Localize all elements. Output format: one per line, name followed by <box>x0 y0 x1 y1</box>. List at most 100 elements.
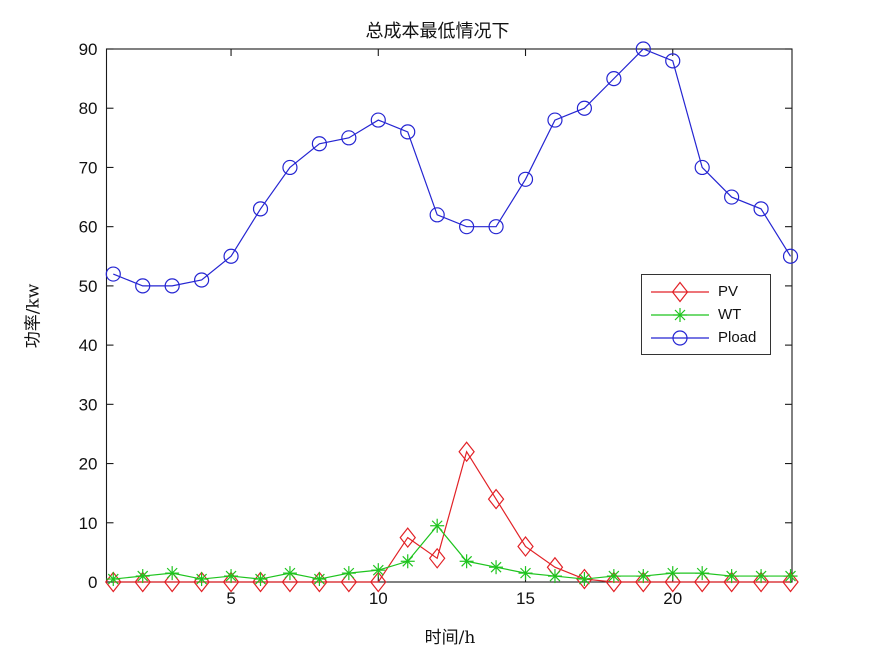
legend-row-pv: PV <box>642 280 770 303</box>
pv-diamond-marker <box>428 547 446 569</box>
pload-circle-marker <box>400 124 416 140</box>
wt-asterisk-marker <box>312 572 327 587</box>
legend-label-pload: Pload <box>718 329 757 346</box>
wt-asterisk-marker <box>194 572 209 587</box>
wt-asterisk-marker <box>724 569 739 584</box>
pv-diamond-marker <box>487 488 505 510</box>
wt-asterisk-marker <box>606 569 621 584</box>
wt-asterisk-marker <box>518 566 533 581</box>
pload-circle-marker <box>341 130 357 146</box>
wt-asterisk-marker <box>165 566 180 581</box>
pload-circle-marker <box>547 112 563 128</box>
wt-asterisk-marker <box>371 563 386 578</box>
pv-diamond-marker <box>340 571 358 593</box>
wt-asterisk-marker <box>695 566 710 581</box>
pload-circle-marker <box>135 278 151 294</box>
chart-title: 总成本最低情况下 <box>365 21 510 42</box>
legend-marker-wt <box>673 307 687 322</box>
pv-diamond-marker <box>370 571 387 593</box>
y-axis-label: 功率/kw <box>23 283 44 349</box>
pload-circle-marker <box>282 159 298 176</box>
legend: PV WT Pload <box>641 274 771 355</box>
wt-asterisk-marker <box>636 569 651 584</box>
x-axis-label: 时间/h <box>424 628 476 648</box>
y-tick-label: 60 <box>79 218 98 237</box>
series-pv <box>105 441 799 593</box>
pv-diamond-marker <box>163 571 181 593</box>
x-tick-label: 5 <box>226 589 235 608</box>
pload-circle-marker <box>665 53 681 69</box>
pload-circle-marker <box>576 100 593 116</box>
pload-circle-marker <box>194 272 210 288</box>
series-line-pload <box>113 48 792 287</box>
wt-asterisk-marker <box>282 566 297 581</box>
legend-label-wt: WT <box>718 306 742 323</box>
y-tick-label: 30 <box>79 395 98 414</box>
series-line-pv <box>113 450 791 583</box>
pv-diamond-marker <box>281 571 299 593</box>
wt-asterisk-marker <box>577 572 592 587</box>
wt-asterisk-marker-sample <box>651 307 709 322</box>
pload-circle-marker <box>370 112 386 128</box>
pload-circle-marker <box>223 248 239 264</box>
y-tick-label: 90 <box>79 40 98 59</box>
pv-diamond-marker <box>134 571 151 593</box>
pv-diamond-marker <box>693 571 711 593</box>
legend-row-wt: WT <box>642 303 770 326</box>
pload-circle-marker <box>635 41 651 57</box>
pload-circle-marker-sample <box>651 329 709 346</box>
series-wt <box>106 518 798 587</box>
y-tick-label: 40 <box>79 336 98 355</box>
wt-asterisk-marker <box>253 572 268 587</box>
pload-circle-marker <box>694 159 710 176</box>
pload-circle-marker <box>782 248 799 264</box>
wt-asterisk-marker <box>400 554 415 569</box>
pv-diamond-marker <box>458 441 475 463</box>
pv-diamond-marker <box>664 571 682 593</box>
wt-asterisk-marker <box>754 569 769 584</box>
pload-circle-marker <box>252 201 269 217</box>
wt-asterisk-marker <box>665 566 680 581</box>
pv-diamond-marker <box>752 571 770 593</box>
legend-marker-pv <box>671 281 689 302</box>
y-tick-label: 50 <box>79 277 98 296</box>
x-tick-label: 20 <box>663 589 682 608</box>
wt-asterisk-marker <box>459 554 474 569</box>
pv-diamond-marker <box>222 571 240 593</box>
x-tick-label: 15 <box>516 589 535 608</box>
pload-circle-marker <box>429 207 445 223</box>
wt-asterisk-marker <box>224 569 239 584</box>
pv-diamond-marker-sample <box>651 281 709 302</box>
pv-diamond-marker <box>517 535 534 557</box>
pload-circle-marker <box>517 171 534 187</box>
pload-circle-marker <box>311 136 327 152</box>
x-tick-label: 10 <box>369 589 388 608</box>
pv-diamond-marker <box>635 571 652 593</box>
pv-diamond-marker <box>782 571 799 593</box>
pv-diamond-marker <box>605 571 623 593</box>
series-line-wt <box>113 524 791 580</box>
pload-circle-marker <box>459 219 475 235</box>
axes-box <box>105 48 793 583</box>
legend-label-pv: PV <box>718 283 739 300</box>
wt-asterisk-marker <box>783 569 798 584</box>
y-tick-label: 10 <box>79 514 98 533</box>
pv-diamond-marker <box>399 527 416 549</box>
pload-circle-marker <box>724 189 740 205</box>
legend-row-pload: Pload <box>642 326 770 349</box>
wt-asterisk-marker <box>430 518 445 533</box>
legend-marker-pload <box>672 329 688 346</box>
y-tick-label: 0 <box>88 573 97 592</box>
y-tick-label: 80 <box>79 99 98 118</box>
pload-circle-marker <box>105 266 121 282</box>
wt-asterisk-marker <box>489 560 504 575</box>
wt-asterisk-marker <box>135 569 150 584</box>
y-tick-label: 20 <box>79 455 98 474</box>
wt-asterisk-marker <box>547 569 562 584</box>
series-pload <box>105 41 799 294</box>
pv-diamond-marker <box>576 568 593 590</box>
pload-circle-marker <box>488 219 504 235</box>
wt-asterisk-marker <box>341 566 356 581</box>
